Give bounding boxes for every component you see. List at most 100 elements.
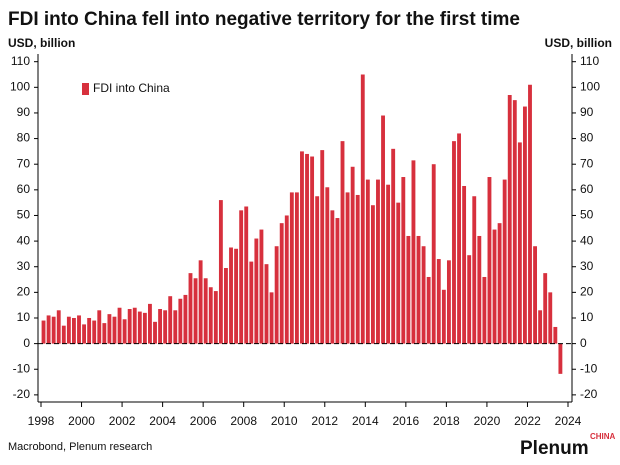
bar [381,115,385,344]
bar [163,310,168,344]
bar [66,316,71,344]
bar [411,160,416,344]
bar [335,218,340,344]
bar [279,223,284,344]
bar [224,268,228,344]
bar [507,95,512,344]
bar [77,315,81,344]
bar [517,142,522,344]
y-tick-label: 30 [17,259,31,273]
bar [46,315,51,344]
bar [142,312,147,344]
bar [325,187,330,344]
x-tick-label: 2002 [109,414,136,428]
bar [360,74,365,344]
bar [51,316,56,344]
bar [92,320,97,344]
y2-tick-label: 40 [580,233,594,247]
bar [239,210,244,344]
bar [117,307,122,344]
x-tick-label: 2000 [68,414,95,428]
bar [350,166,355,344]
y-tick-label: 100 [10,79,30,93]
bar [512,100,517,344]
bar [289,192,294,344]
bar [391,148,396,344]
bar [203,278,208,344]
logo: Plenum [520,438,589,459]
bar [229,247,233,344]
y2-tick-label: 10 [580,310,594,324]
bar [431,164,436,344]
bar [487,177,492,344]
y2-tick-label: 80 [580,131,594,145]
bar [72,317,76,344]
bar [436,259,441,344]
bar [558,343,563,374]
bar [188,273,193,344]
bar [502,179,507,344]
bar [168,296,173,344]
legend-label: FDI into China [93,81,170,95]
bar [528,84,532,344]
bar [82,324,87,344]
y2-axis-label: USD, billion [545,36,612,50]
bar [482,276,487,344]
bar [553,326,558,344]
bar [264,264,269,344]
bar [386,184,391,344]
bar [213,291,218,344]
bar [457,133,461,344]
y-tick-label: -20 [13,387,31,401]
y2-tick-label: 70 [580,156,594,170]
bar [254,238,259,344]
y2-tick-label: 50 [580,208,594,222]
bar [315,196,320,344]
bar [112,316,117,344]
bar [284,215,289,344]
bar [533,246,537,344]
y2-tick-label: -20 [580,387,598,401]
bar [122,319,127,344]
bar [173,310,178,344]
bar [548,292,553,344]
bar [452,141,456,344]
bar [127,309,132,344]
bar [269,292,274,344]
bar [61,325,66,344]
bar [497,223,502,344]
bar [355,194,360,344]
bar [310,156,315,344]
y-tick-label: 60 [17,182,31,196]
bar [446,260,451,344]
source: Macrobond, Plenum research [8,441,152,453]
x-tick-label: 2020 [474,414,501,428]
bar [208,287,213,344]
bar [401,177,406,344]
bar [365,179,370,344]
y2-tick-label: 110 [580,54,599,68]
legend-swatch [82,83,89,95]
bar [87,317,92,344]
bar [102,323,107,344]
x-tick-label: 2018 [433,414,460,428]
x-tick-label: 1998 [28,414,55,428]
bar [234,248,239,344]
y-tick-label: 20 [17,285,31,299]
bar [406,235,411,344]
y-tick-label: 10 [17,310,31,324]
bar [370,205,375,344]
bar [345,192,350,344]
bar [244,206,249,344]
bar [148,303,152,344]
bar [462,185,467,344]
y-tick-label: 40 [17,233,31,247]
bar [467,255,472,344]
y2-tick-label: 0 [580,336,587,350]
y2-tick-label: 100 [580,79,600,93]
bar [477,235,482,344]
bar [416,235,421,344]
bar [543,273,548,344]
bar [441,289,446,344]
